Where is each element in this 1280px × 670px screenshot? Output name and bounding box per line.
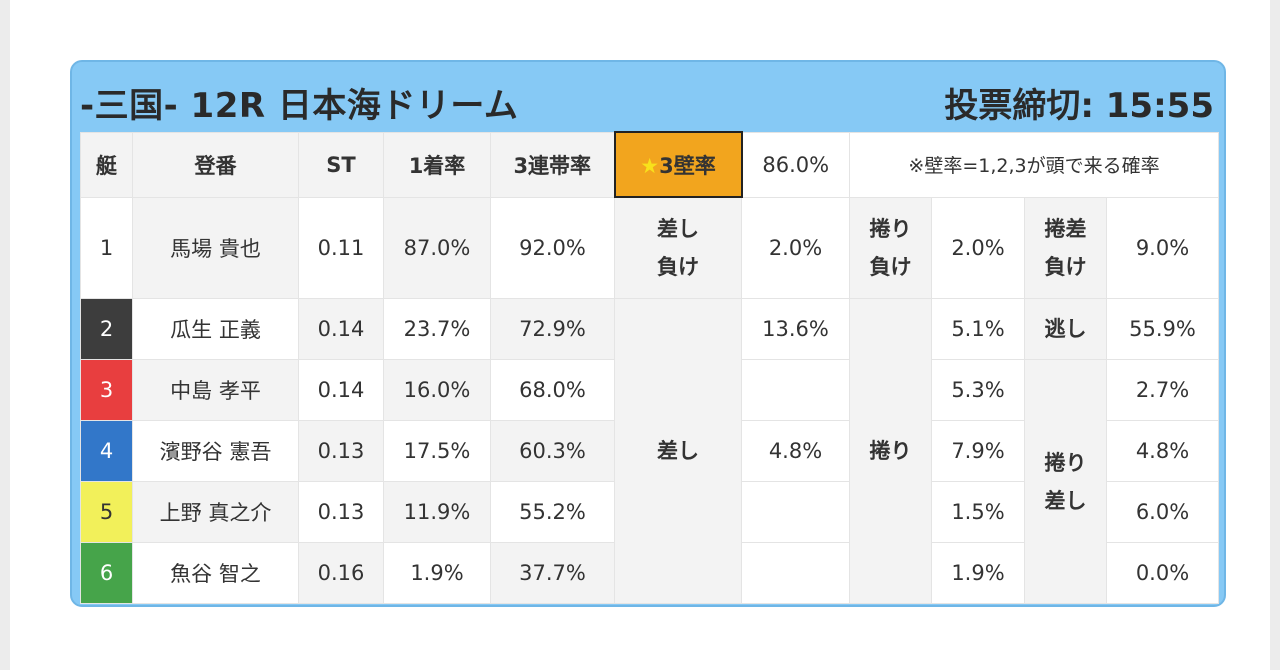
top3-rate: 68.0% [490, 359, 615, 421]
top3-rate: 60.3% [490, 420, 615, 482]
table-row: 4 濱野谷 憲吾 0.13 17.5% 60.3% 4.8% 7.9% 4.8% [80, 420, 1219, 482]
sashi-value-4: 4.8% [741, 420, 850, 482]
start-timing: 0.13 [298, 420, 384, 482]
table-row: 6 魚谷 智之 0.16 1.9% 37.7% 1.9% 0.0% [80, 542, 1219, 604]
racer-name: 上野 真之介 [132, 481, 299, 543]
voting-deadline: 投票締切: 15:55 [944, 86, 1214, 126]
makuri-value-2: 5.1% [931, 298, 1025, 360]
sashi-value-2: 13.6% [741, 298, 850, 360]
first-rate: 1.9% [383, 542, 491, 604]
first-rate: 17.5% [383, 420, 491, 482]
race-card: -三国- 12R 日本海ドリーム 投票締切: 15:55 艇 登番 ST [70, 60, 1226, 607]
header-first-rate: 1着率 [383, 131, 491, 198]
header-boat: 艇 [80, 131, 133, 198]
wall-rate-badge[interactable]: ★3壁率 [613, 131, 743, 198]
racer-name: 中島 孝平 [132, 359, 299, 421]
makurizashi-value-3: 2.7% [1106, 359, 1219, 421]
sashi-label: 差し [614, 298, 742, 604]
makuri-value-4: 7.9% [931, 420, 1025, 482]
table-row: 1 馬場 貴也 0.11 87.0% 92.0% 差し 負け 2.0% 捲り 負け … [80, 196, 1219, 299]
start-timing: 0.13 [298, 481, 384, 543]
star-icon: ★ [640, 153, 660, 178]
page: -三国- 12R 日本海ドリーム 投票締切: 15:55 艇 登番 ST [10, 0, 1270, 670]
top3-rate: 37.7% [490, 542, 615, 604]
nige-label: 逃し [1024, 298, 1107, 360]
start-timing: 0.16 [298, 542, 384, 604]
top3-rate: 92.0% [490, 196, 615, 299]
table-row: 5 上野 真之介 0.13 11.9% 55.2% 1.5% 6.0% [80, 481, 1219, 543]
prediction-table: 艇 登番 ST 1着率 3連帯率 ★3壁率 86.0% ※壁率=1,2,3が頭で… [80, 131, 1219, 604]
wall-rate-value: 86.0% [741, 131, 850, 198]
makuri-make-value: 2.0% [931, 196, 1025, 299]
nige-value: 55.9% [1106, 298, 1219, 360]
makurizashi-value-6: 0.0% [1106, 542, 1219, 604]
sashi-make-value: 2.0% [741, 196, 850, 299]
wall-rate-label: 3壁率 [659, 153, 716, 178]
top3-rate: 72.9% [490, 298, 615, 360]
header-top3-rate: 3連帯率 [490, 131, 615, 198]
sashi-value-5 [741, 481, 850, 543]
makurizashi-make-label: 捲差 負け [1024, 196, 1107, 299]
top3-rate: 55.2% [490, 481, 615, 543]
table-header-row: 艇 登番 ST 1着率 3連帯率 ★3壁率 86.0% ※壁率=1,2,3が頭で… [80, 131, 1219, 198]
racer-name: 魚谷 智之 [132, 542, 299, 604]
first-rate: 23.7% [383, 298, 491, 360]
makuri-make-label: 捲り 負け [849, 196, 932, 299]
makurizashi-value-4: 4.8% [1106, 420, 1219, 482]
boat-number: 2 [80, 298, 133, 360]
racer-name: 濱野谷 憲吾 [132, 420, 299, 482]
table-row: 3 中島 孝平 0.14 16.0% 68.0% 5.3% 捲り 差し 2.7% [80, 359, 1219, 604]
makuri-label: 捲り [849, 298, 932, 604]
wall-rate-note: ※壁率=1,2,3が頭で来る確率 [849, 131, 1219, 198]
boat-number: 3 [80, 359, 133, 421]
makurizashi-value-5: 6.0% [1106, 481, 1219, 543]
start-timing: 0.14 [298, 298, 384, 360]
race-title: -三国- 12R 日本海ドリーム [80, 86, 519, 126]
boat-number: 5 [80, 481, 133, 543]
sashi-value-6 [741, 542, 850, 604]
sashi-make-label: 差し 負け [614, 196, 742, 299]
makuri-value-6: 1.9% [931, 542, 1025, 604]
start-timing: 0.11 [298, 196, 384, 299]
makurizashi-label: 捲り 差し [1024, 359, 1107, 604]
header-racer: 登番 [132, 131, 299, 198]
start-timing: 0.14 [298, 359, 384, 421]
makuri-value-3: 5.3% [931, 359, 1025, 421]
boat-number: 6 [80, 542, 133, 604]
table-row: 2 瓜生 正義 0.14 23.7% 72.9% 差し 13.6% 捲り 5.1… [80, 298, 1219, 604]
makuri-value-5: 1.5% [931, 481, 1025, 543]
makurizashi-make-value: 9.0% [1106, 196, 1219, 299]
first-rate: 11.9% [383, 481, 491, 543]
sashi-value-3 [741, 359, 850, 421]
first-rate: 87.0% [383, 196, 491, 299]
racer-name: 瓜生 正義 [132, 298, 299, 360]
header-st: ST [298, 131, 384, 198]
racer-name: 馬場 貴也 [132, 196, 299, 299]
boat-number: 4 [80, 420, 133, 482]
first-rate: 16.0% [383, 359, 491, 421]
boat-number: 1 [80, 196, 133, 299]
